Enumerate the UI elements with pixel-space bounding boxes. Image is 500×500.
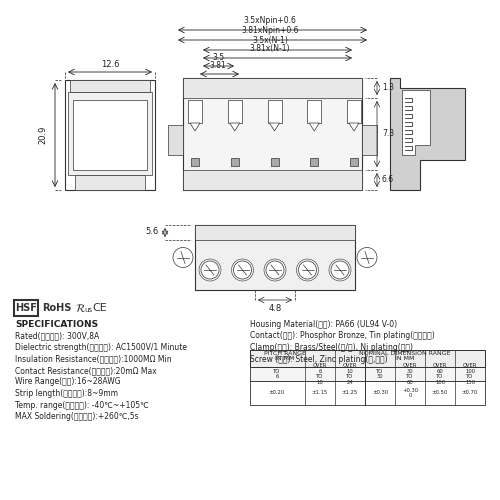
Bar: [270, 158, 278, 166]
Bar: [231, 158, 239, 166]
Text: OVER
60
TO
100: OVER 60 TO 100: [433, 363, 447, 385]
Text: 3.81: 3.81: [210, 61, 226, 70]
Polygon shape: [390, 78, 465, 190]
Text: 1.3: 1.3: [382, 84, 394, 92]
Bar: [250, 350, 485, 405]
Text: 3.5x(N-1): 3.5x(N-1): [252, 36, 288, 45]
Bar: [183, 78, 362, 98]
Bar: [195, 225, 355, 240]
Text: ±1.25: ±1.25: [342, 390, 358, 396]
Text: 3.81x(N-1): 3.81x(N-1): [250, 44, 290, 53]
Bar: [191, 158, 199, 166]
Text: Contact(端子): Phosphor Bronze, Tin plating(镸锡镌锶): Contact(端子): Phosphor Bronze, Tin platin…: [250, 332, 435, 340]
Bar: [362, 125, 377, 155]
Bar: [188, 100, 202, 123]
Bar: [183, 170, 362, 190]
Text: OVER
10
TO
24: OVER 10 TO 24: [343, 363, 357, 385]
Text: Rated(額定参数): 300V,8A: Rated(額定参数): 300V,8A: [15, 332, 99, 340]
Text: Temp. range(操作温度): -40℃~+105℃: Temp. range(操作温度): -40℃~+105℃: [15, 400, 149, 409]
Circle shape: [298, 261, 316, 279]
Text: Contact Resistance(接触电阻):20mΩ Max: Contact Resistance(接触电阻):20mΩ Max: [15, 366, 157, 375]
Circle shape: [234, 261, 252, 279]
Circle shape: [357, 248, 377, 268]
Text: TO
6: TO 6: [274, 368, 280, 380]
Polygon shape: [270, 123, 280, 131]
Text: 12.6: 12.6: [101, 60, 119, 69]
Text: 3.5: 3.5: [212, 53, 224, 62]
Circle shape: [173, 248, 193, 268]
Text: PITCH RANGE
IN MM: PITCH RANGE IN MM: [264, 350, 306, 362]
Polygon shape: [190, 123, 200, 131]
Bar: [168, 125, 183, 155]
Text: 3.5xNpin+0.6: 3.5xNpin+0.6: [244, 16, 296, 25]
Text: Screw (褶丝): Steel, Zinc plating(锶,镀件): Screw (褶丝): Steel, Zinc plating(锶,镀件): [250, 354, 388, 364]
Polygon shape: [230, 123, 240, 131]
Bar: [65, 80, 155, 190]
Text: OVER
30
TO
60: OVER 30 TO 60: [403, 363, 417, 385]
Bar: [250, 367, 485, 381]
Bar: [307, 100, 321, 123]
Text: $\mathcal{R}$: $\mathcal{R}$: [75, 302, 86, 314]
Polygon shape: [309, 123, 320, 131]
Polygon shape: [402, 90, 430, 155]
Text: RoHS: RoHS: [42, 303, 72, 313]
Text: Strip length(剥线长度):8~9mm: Strip length(剥线长度):8~9mm: [15, 389, 118, 398]
Bar: [250, 350, 485, 367]
Text: Wire Range(线径):16~28AWG: Wire Range(线径):16~28AWG: [15, 378, 120, 386]
Text: ±1.15: ±1.15: [312, 390, 328, 396]
Bar: [195, 225, 355, 290]
Text: 3.81xNpin+0.6: 3.81xNpin+0.6: [241, 26, 299, 35]
Text: ±0.20: ±0.20: [269, 390, 285, 396]
Text: 4.8: 4.8: [268, 304, 281, 313]
Text: 7.3: 7.3: [382, 130, 394, 138]
Circle shape: [331, 261, 349, 279]
Text: Clamp(方块): Brass/Steel(铜/鐵), Ni plating(锴镓): Clamp(方块): Brass/Steel(铜/鐵), Ni plating(…: [250, 343, 413, 352]
Bar: [75, 175, 145, 190]
Bar: [347, 100, 361, 123]
Bar: [68, 92, 152, 175]
Text: 6.6: 6.6: [382, 176, 394, 184]
Text: us: us: [84, 307, 92, 313]
Polygon shape: [349, 123, 359, 131]
Text: MAX Soldering(焉时温度):+260℃,5s: MAX Soldering(焉时温度):+260℃,5s: [15, 412, 138, 421]
Text: NOMINAL DIMENSION RANGE
IN MM: NOMINAL DIMENSION RANGE IN MM: [359, 350, 451, 362]
Text: OVER
6
TO
10: OVER 6 TO 10: [313, 363, 327, 385]
Text: 20.9: 20.9: [38, 126, 48, 144]
Circle shape: [266, 261, 284, 279]
Text: Insulation Resistance(绝缘电阻):1000MΩ Min: Insulation Resistance(绝缘电阻):1000MΩ Min: [15, 354, 172, 364]
Text: ±0.70: ±0.70: [462, 390, 478, 396]
Text: HSF: HSF: [15, 303, 37, 313]
Text: +0.30
0: +0.30 0: [402, 388, 418, 398]
Text: ±0.50: ±0.50: [432, 390, 448, 396]
Bar: [228, 100, 242, 123]
Text: 5.6: 5.6: [146, 228, 159, 236]
Bar: [268, 100, 281, 123]
Text: CE: CE: [92, 303, 107, 313]
Bar: [73, 100, 147, 170]
Bar: [250, 381, 485, 405]
Text: ±0.30: ±0.30: [372, 390, 388, 396]
Text: OVER
100
TO
150: OVER 100 TO 150: [463, 363, 477, 385]
Bar: [70, 80, 150, 92]
Text: Dielectric strength(抗电强度): AC1500V/1 Minute: Dielectric strength(抗电强度): AC1500V/1 Min…: [15, 343, 187, 352]
Text: Housing Material(外壳): PA66 (UL94 V-0): Housing Material(外壳): PA66 (UL94 V-0): [250, 320, 397, 329]
Bar: [350, 158, 358, 166]
FancyBboxPatch shape: [14, 300, 38, 316]
Bar: [183, 78, 362, 190]
Circle shape: [201, 261, 219, 279]
Bar: [310, 158, 318, 166]
Text: TO
30: TO 30: [376, 368, 384, 380]
Text: SPECIFICATIONS: SPECIFICATIONS: [15, 320, 98, 329]
